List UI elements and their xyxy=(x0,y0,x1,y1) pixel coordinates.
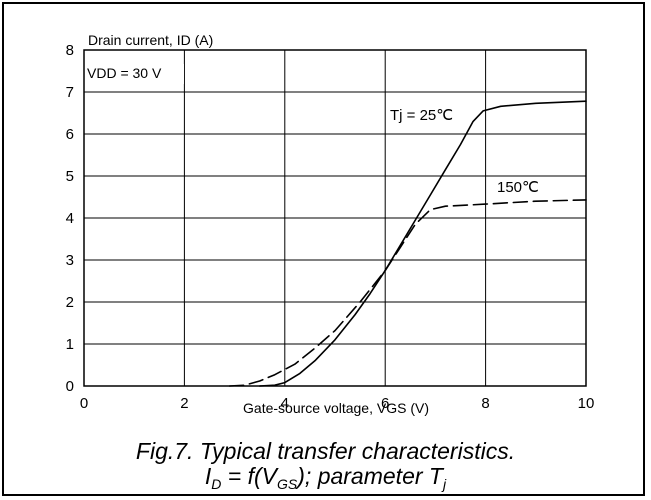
x-tick-label: 8 xyxy=(481,395,489,412)
axes: 0 2 4 6 8 10 0 1 2 3 4 5 6 7 8 xyxy=(66,42,595,412)
series-label-25c: Tj = 25℃ xyxy=(390,107,453,124)
y-tick-label: 7 xyxy=(66,84,74,101)
condition-note: VDD = 30 V xyxy=(87,65,162,81)
x-tick-label: 6 xyxy=(381,395,389,412)
x-axis-label: Gate-source voltage, VGS (V) xyxy=(243,400,429,416)
caption-id-subscript: D xyxy=(211,476,222,492)
caption-formula-mid: = f(V xyxy=(221,463,278,489)
condition-note-background xyxy=(85,64,184,84)
series-label-150c: 150℃ xyxy=(497,179,539,196)
series-line-1 xyxy=(228,199,587,387)
y-tick-label: 8 xyxy=(66,42,74,59)
y-tick-label: 6 xyxy=(66,126,74,143)
grid xyxy=(84,50,586,386)
caption-id-symbol: I xyxy=(204,463,212,489)
x-tick-label: 2 xyxy=(180,395,188,412)
figure-caption-formula: ID = f(VGS); parameter Tj xyxy=(0,463,651,492)
caption-tj-subscript: j xyxy=(442,476,447,492)
y-tick-label: 1 xyxy=(66,336,74,353)
series-layer xyxy=(228,100,587,387)
caption-vgs-subscript: GS xyxy=(277,476,298,492)
y-tick-label: 3 xyxy=(66,252,74,269)
figure-caption-title: Fig.7. Typical transfer characteristics. xyxy=(135,438,516,464)
y-tick-label: 0 xyxy=(66,378,74,395)
series-line-0 xyxy=(258,100,587,387)
labels: Drain current, ID (A) Gate-source voltag… xyxy=(85,32,539,416)
caption-formula-tail: ); parameter T xyxy=(297,463,443,489)
y-tick-label: 4 xyxy=(66,210,74,227)
x-tick-label: 10 xyxy=(578,395,595,412)
y-axis-label: Drain current, ID (A) xyxy=(88,32,213,48)
y-tick-label: 5 xyxy=(66,168,74,185)
figure-frame xyxy=(2,2,645,496)
plot-area-border xyxy=(83,49,587,387)
x-tick-label: 4 xyxy=(281,395,289,412)
y-tick-label: 2 xyxy=(66,294,74,311)
x-tick-label: 0 xyxy=(80,395,88,412)
